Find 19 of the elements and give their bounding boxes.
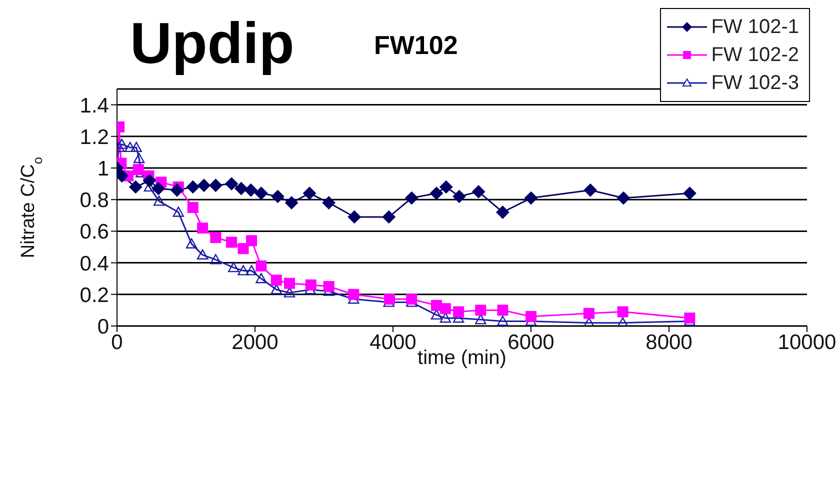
y-tick-label: 0.4: [80, 252, 110, 276]
x-tick-label: 8000: [646, 330, 692, 354]
chart-subtitle: FW102: [374, 30, 458, 61]
y-tick-label: 1.2: [80, 126, 109, 149]
chart-title: Updip: [130, 10, 294, 77]
x-tick-label: 4000: [370, 330, 416, 354]
legend-label: FW 102-3: [711, 71, 799, 96]
y-tick-label: 1.4: [80, 94, 110, 118]
legend-label: FW 102-1: [711, 15, 799, 40]
legend-label: FW 102-2: [711, 43, 799, 68]
y-tick-label: 1: [97, 157, 109, 180]
y-tick-label: 0.6: [80, 220, 109, 244]
y-tick-label: 0.2: [80, 284, 109, 307]
x-axis-title: time (min): [418, 347, 506, 369]
x-tick-label: 6000: [508, 330, 554, 354]
y-tick-label: 0: [97, 315, 109, 338]
y-tick-label: 0.8: [80, 189, 109, 212]
x-tick-label: 10000: [778, 330, 836, 354]
x-tick-label: 2000: [232, 330, 278, 354]
